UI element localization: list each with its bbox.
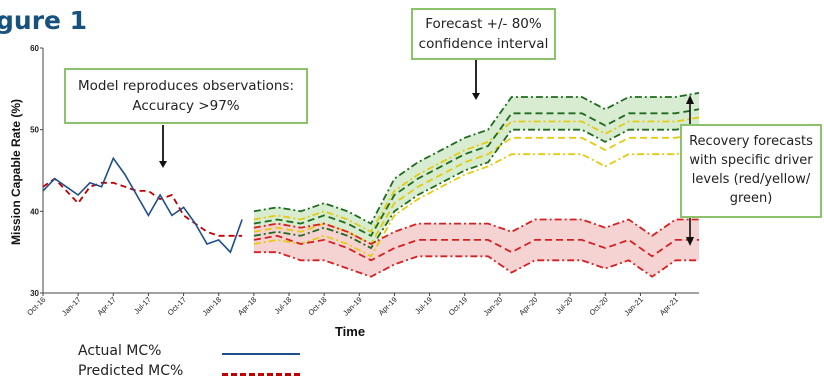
forecast-annotation-line-1: Forecast +/- 80%: [425, 16, 542, 32]
recovery-annotation-line-3: levels (red/yellow/: [691, 172, 811, 187]
model-annotation-box: Model reproduces observations: Accuracy …: [64, 68, 308, 124]
green-forecast-mid-line: [253, 108, 700, 237]
series-lines: [42, 92, 700, 278]
predicted-mc-line: [42, 177, 243, 237]
figure-title: gure 1: [0, 6, 88, 35]
legend-swatch-actual: [222, 353, 300, 355]
forecast-arrow-head: [472, 93, 480, 100]
x-tick-label: Oct-18: [306, 295, 328, 317]
legend-label-actual: Actual MC%: [78, 343, 162, 359]
x-tick-label: Apr-21: [658, 295, 680, 317]
yellow-forecast-mid-line: [253, 132, 700, 246]
x-tick-label: Oct-19: [447, 295, 469, 317]
x-tick-label: Jan-19: [341, 295, 364, 318]
red-forecast-mid-line: [253, 234, 699, 262]
x-tick-label: Oct-17: [166, 295, 188, 317]
forecast-annotation-line-2: confidence interval: [418, 36, 549, 52]
x-tick-label: Jul-18: [273, 295, 294, 316]
green-forecast-upper-line: [253, 92, 700, 225]
x-tick-label: Jan-20: [482, 295, 505, 318]
model-annotation-line-2: Accuracy >97%: [132, 98, 240, 114]
x-tick-label: Apr-19: [377, 295, 399, 317]
legend-swatch-predicted: [222, 373, 300, 376]
legend-label-predicted: Predicted MC%: [78, 363, 184, 379]
recovery-annotation-line-1: Recovery forecasts: [689, 134, 813, 149]
x-tick-label: Jan-18: [201, 295, 224, 318]
x-axis-label: Time: [335, 324, 365, 339]
red-forecast-lower-line: [253, 251, 699, 278]
model-arrow-head: [159, 161, 167, 168]
x-tick-label: Oct-20: [587, 295, 609, 317]
x-tick-label: Jul-20: [554, 295, 575, 316]
yellow-forecast-lower-line: [253, 149, 700, 258]
x-tick-label: Jul-17: [132, 295, 153, 316]
x-tick-label: Oct-16: [25, 295, 47, 317]
y-axis-label: Mission Capable Rate (%): [9, 99, 23, 245]
y-tick-labels: 30 40 50 60: [30, 44, 43, 298]
range-arrow-head-top: [686, 95, 694, 104]
y-tick-label: 60: [30, 44, 39, 53]
red-confidence-band: [253, 219, 699, 277]
actual-mc-line: [42, 156, 243, 254]
confidence-bands: [253, 92, 699, 277]
range-arrow-head-bottom: [686, 237, 694, 246]
x-tick-labels: Oct-16 Jan-17 Apr-17 Jul-17 Oct-17 Jan-18 Apr-…: [25, 293, 680, 318]
x-tick-label: Jan-17: [60, 295, 83, 318]
green-forecast-lower-line: [253, 124, 700, 250]
recovery-annotation-box: Recovery forecasts with specific driver …: [680, 124, 822, 218]
x-tick-label: Apr-17: [95, 295, 117, 317]
model-annotation-line-1: Model reproduces observations:: [77, 78, 295, 94]
axes: [42, 48, 699, 294]
red-forecast-upper-line: [253, 218, 699, 246]
y-tick-label: 30: [30, 289, 39, 298]
x-tick-label: Apr-18: [236, 295, 258, 317]
x-tick-label: Jul-19: [413, 295, 434, 316]
recovery-annotation-line-2: with specific driver: [689, 153, 813, 168]
y-tick-label: 40: [30, 207, 39, 216]
green-confidence-band: [253, 92, 699, 249]
y-tick-label: 50: [30, 126, 39, 135]
x-tick-label: Jan-21: [622, 295, 645, 318]
yellow-forecast-upper-line: [253, 116, 700, 234]
forecast-annotation-box: Forecast +/- 80% confidence interval: [411, 8, 556, 60]
x-tick-label: Apr-20: [517, 295, 539, 317]
recovery-annotation-line-4: green): [729, 191, 773, 206]
